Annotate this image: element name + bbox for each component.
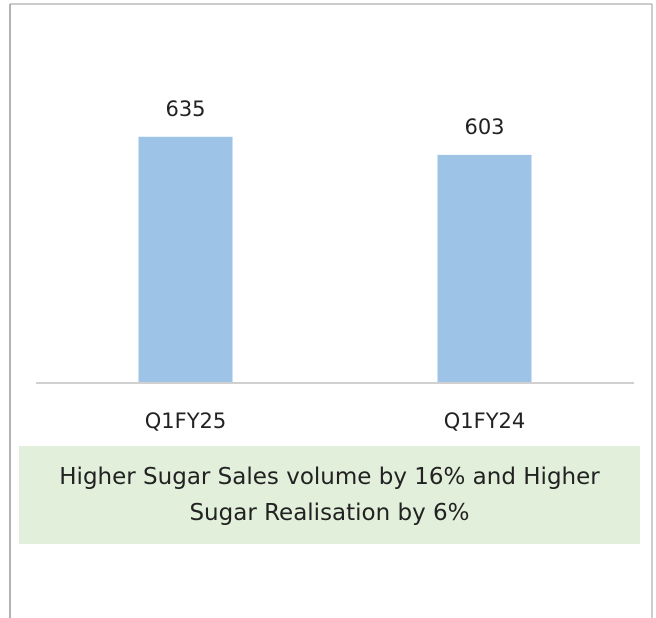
x-tick-label: Q1FY25 bbox=[145, 409, 227, 433]
bar bbox=[138, 136, 233, 383]
x-tick-label: Q1FY24 bbox=[444, 409, 526, 433]
bar bbox=[437, 154, 532, 383]
data-label: 635 bbox=[165, 97, 205, 121]
annotation: Higher Sugar Sales volume by 16% and Hig… bbox=[19, 446, 640, 544]
data-label: 603 bbox=[464, 115, 504, 139]
